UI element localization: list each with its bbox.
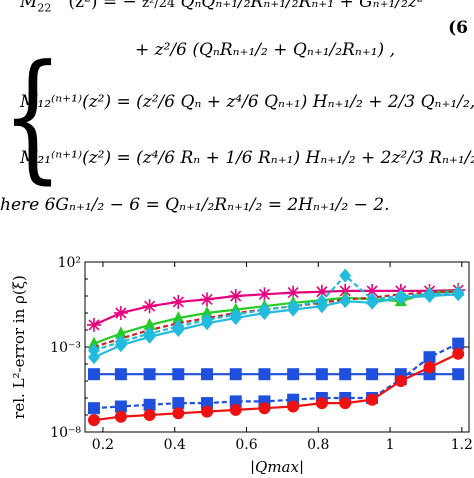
star-marker	[86, 317, 101, 332]
diamond-marker	[452, 285, 465, 300]
diamond-marker	[394, 289, 407, 303]
star-marker	[171, 294, 186, 309]
x-axis-label: |Qmax|	[250, 458, 304, 474]
diamond-marker	[366, 292, 379, 307]
diamond-marker	[87, 343, 100, 358]
square-marker	[339, 368, 352, 381]
square-marker	[229, 368, 242, 381]
square-marker	[87, 402, 100, 415]
circle-marker	[366, 393, 379, 406]
star-marker	[142, 299, 157, 314]
square-marker	[172, 397, 185, 410]
y-tick-label: 10⁻³	[50, 340, 81, 356]
circle-marker	[229, 403, 242, 416]
circle-marker	[172, 407, 185, 420]
diamond-marker	[258, 302, 271, 317]
circle-marker	[339, 397, 352, 410]
square-marker	[423, 351, 436, 364]
equation-block: { M22 (z²) = − z²/24 QₙQₙ₊₁/₂Rₙ₊₁/₂Rₙ₊₁ …	[0, 0, 474, 215]
diamond-marker	[143, 326, 156, 341]
square-marker	[114, 368, 127, 381]
square-marker	[201, 368, 214, 381]
left-brace: {	[2, 34, 64, 198]
triangle-marker	[114, 326, 127, 339]
eq2-text: + z²/6 (QₙRₙ₊₁/₂ + Qₙ₊₁/₂Rₙ₊₁) ,	[135, 40, 395, 60]
chart-svg: 0.2 0.4 0.6 0.8 1 1.2 10² 10⁻³ 10⁻⁸ rel. L²-erro…	[10, 255, 473, 476]
square-marker	[258, 368, 271, 381]
circle-marker	[114, 410, 127, 423]
eq4-lhs: M₂₁⁽ⁿ⁺¹⁾(z²) =	[20, 148, 131, 168]
star-marker	[113, 306, 128, 320]
diamond-marker	[172, 319, 185, 334]
where-text: here 6Gₙ₊₁/₂ − 6 = Qₙ₊₁/₂Rₙ₊₁/₂ = 2Hₙ₊₁/…	[0, 195, 390, 215]
triangle-marker	[172, 311, 185, 324]
eq1-fraction: z²/24	[142, 0, 176, 11]
diamond-marker	[114, 334, 127, 349]
circle-marker	[315, 397, 328, 410]
circle-marker	[258, 402, 271, 415]
square-marker	[452, 337, 465, 350]
error-chart: 0.2 0.4 0.6 0.8 1 1.2 10² 10⁻³ 10⁻⁸ rel. L²-erro…	[0, 250, 474, 476]
star-marker	[228, 289, 243, 303]
y-tick-label: 10⁻⁸	[50, 425, 81, 441]
equation-line-4: M₂₁⁽ⁿ⁺¹⁾(z²) = (z⁴/6 Rₙ + 1/6 Rₙ₊₁) Hₙ₊₁…	[20, 148, 474, 168]
equation-line-1: M22 (z²) = − z²/24 QₙQₙ₊₁/₂Rₙ₊₁/₂Rₙ₊₁ + …	[20, 0, 424, 14]
star-marker	[257, 287, 272, 302]
eq4-rhs: (z⁴/6 Rₙ + 1/6 Rₙ₊₁) Hₙ₊₁/₂ + 2z²/3 Rₙ₊₁…	[136, 148, 474, 168]
x-tick-label: 1	[386, 437, 395, 453]
eq1-subscript: 22	[37, 1, 52, 15]
square-marker	[172, 368, 185, 381]
square-marker	[229, 395, 242, 408]
diamond-marker	[201, 312, 214, 327]
square-marker	[114, 400, 127, 413]
eq1-rest: (z²) = −	[68, 0, 137, 12]
square-marker	[366, 368, 379, 381]
star-marker	[200, 292, 215, 307]
triangle-marker	[143, 317, 156, 330]
square-marker	[287, 368, 300, 381]
equation-line-3: M₁₂⁽ⁿ⁺¹⁾(z²) = (z²/6 Qₙ + z⁴/6 Qₙ₊₁) Hₙ₊…	[20, 92, 474, 112]
circle-marker	[287, 400, 300, 413]
x-tick-label: 0.2	[92, 437, 114, 453]
circle-marker	[452, 347, 465, 360]
square-marker	[87, 368, 100, 381]
eq1-lhs: M	[20, 0, 38, 12]
eq3-rhs: (z²/6 Qₙ + z⁴/6 Qₙ₊₁) Hₙ₊₁/₂ + 2/3 Qₙ₊₁/…	[136, 92, 474, 112]
square-marker	[315, 368, 328, 381]
square-marker	[201, 397, 214, 410]
equation-number: (6	[448, 18, 468, 38]
square-marker	[143, 398, 156, 411]
square-marker	[452, 368, 465, 381]
circle-marker	[87, 414, 100, 427]
square-marker	[143, 368, 156, 381]
diamond-marker	[287, 299, 300, 314]
series-line	[93, 289, 459, 345]
y-axis-label: rel. L²-error in ρ(ξ)	[10, 275, 28, 419]
circle-marker	[394, 375, 407, 387]
circle-marker	[201, 405, 214, 418]
circle-marker	[143, 409, 156, 421]
equation-line-2: + z²/6 (QₙRₙ₊₁/₂ + Qₙ₊₁/₂Rₙ₊₁) ,	[135, 40, 395, 60]
diamond-marker	[423, 287, 436, 302]
x-tick-label: 1.2	[451, 437, 473, 453]
eq3-lhs: M₁₂⁽ⁿ⁺¹⁾(z²) =	[20, 92, 131, 112]
diamond-marker	[339, 268, 352, 283]
x-tick-label: 0.6	[235, 437, 257, 453]
where-clause: here 6Gₙ₊₁/₂ − 6 = Qₙ₊₁/₂Rₙ₊₁/₂ = 2Hₙ₊₁/…	[0, 195, 390, 215]
triangle-marker	[201, 306, 214, 318]
eq1-terms: QₙQₙ₊₁/₂Rₙ₊₁/₂Rₙ₊₁ + Gₙ₊₁/₂z²	[180, 0, 424, 12]
x-tick-label: 0.4	[164, 437, 186, 453]
axis-ticks: 0.2 0.4 0.6 0.8 1 1.2 10² 10⁻³ 10⁻⁸	[50, 255, 473, 453]
diamond-marker	[315, 294, 328, 309]
y-tick-label: 10²	[58, 255, 81, 271]
diamond-marker	[229, 307, 242, 322]
diamond-marker	[339, 294, 352, 309]
x-tick-label: 0.8	[307, 437, 329, 453]
circle-marker	[423, 361, 436, 374]
series-group	[86, 268, 466, 427]
